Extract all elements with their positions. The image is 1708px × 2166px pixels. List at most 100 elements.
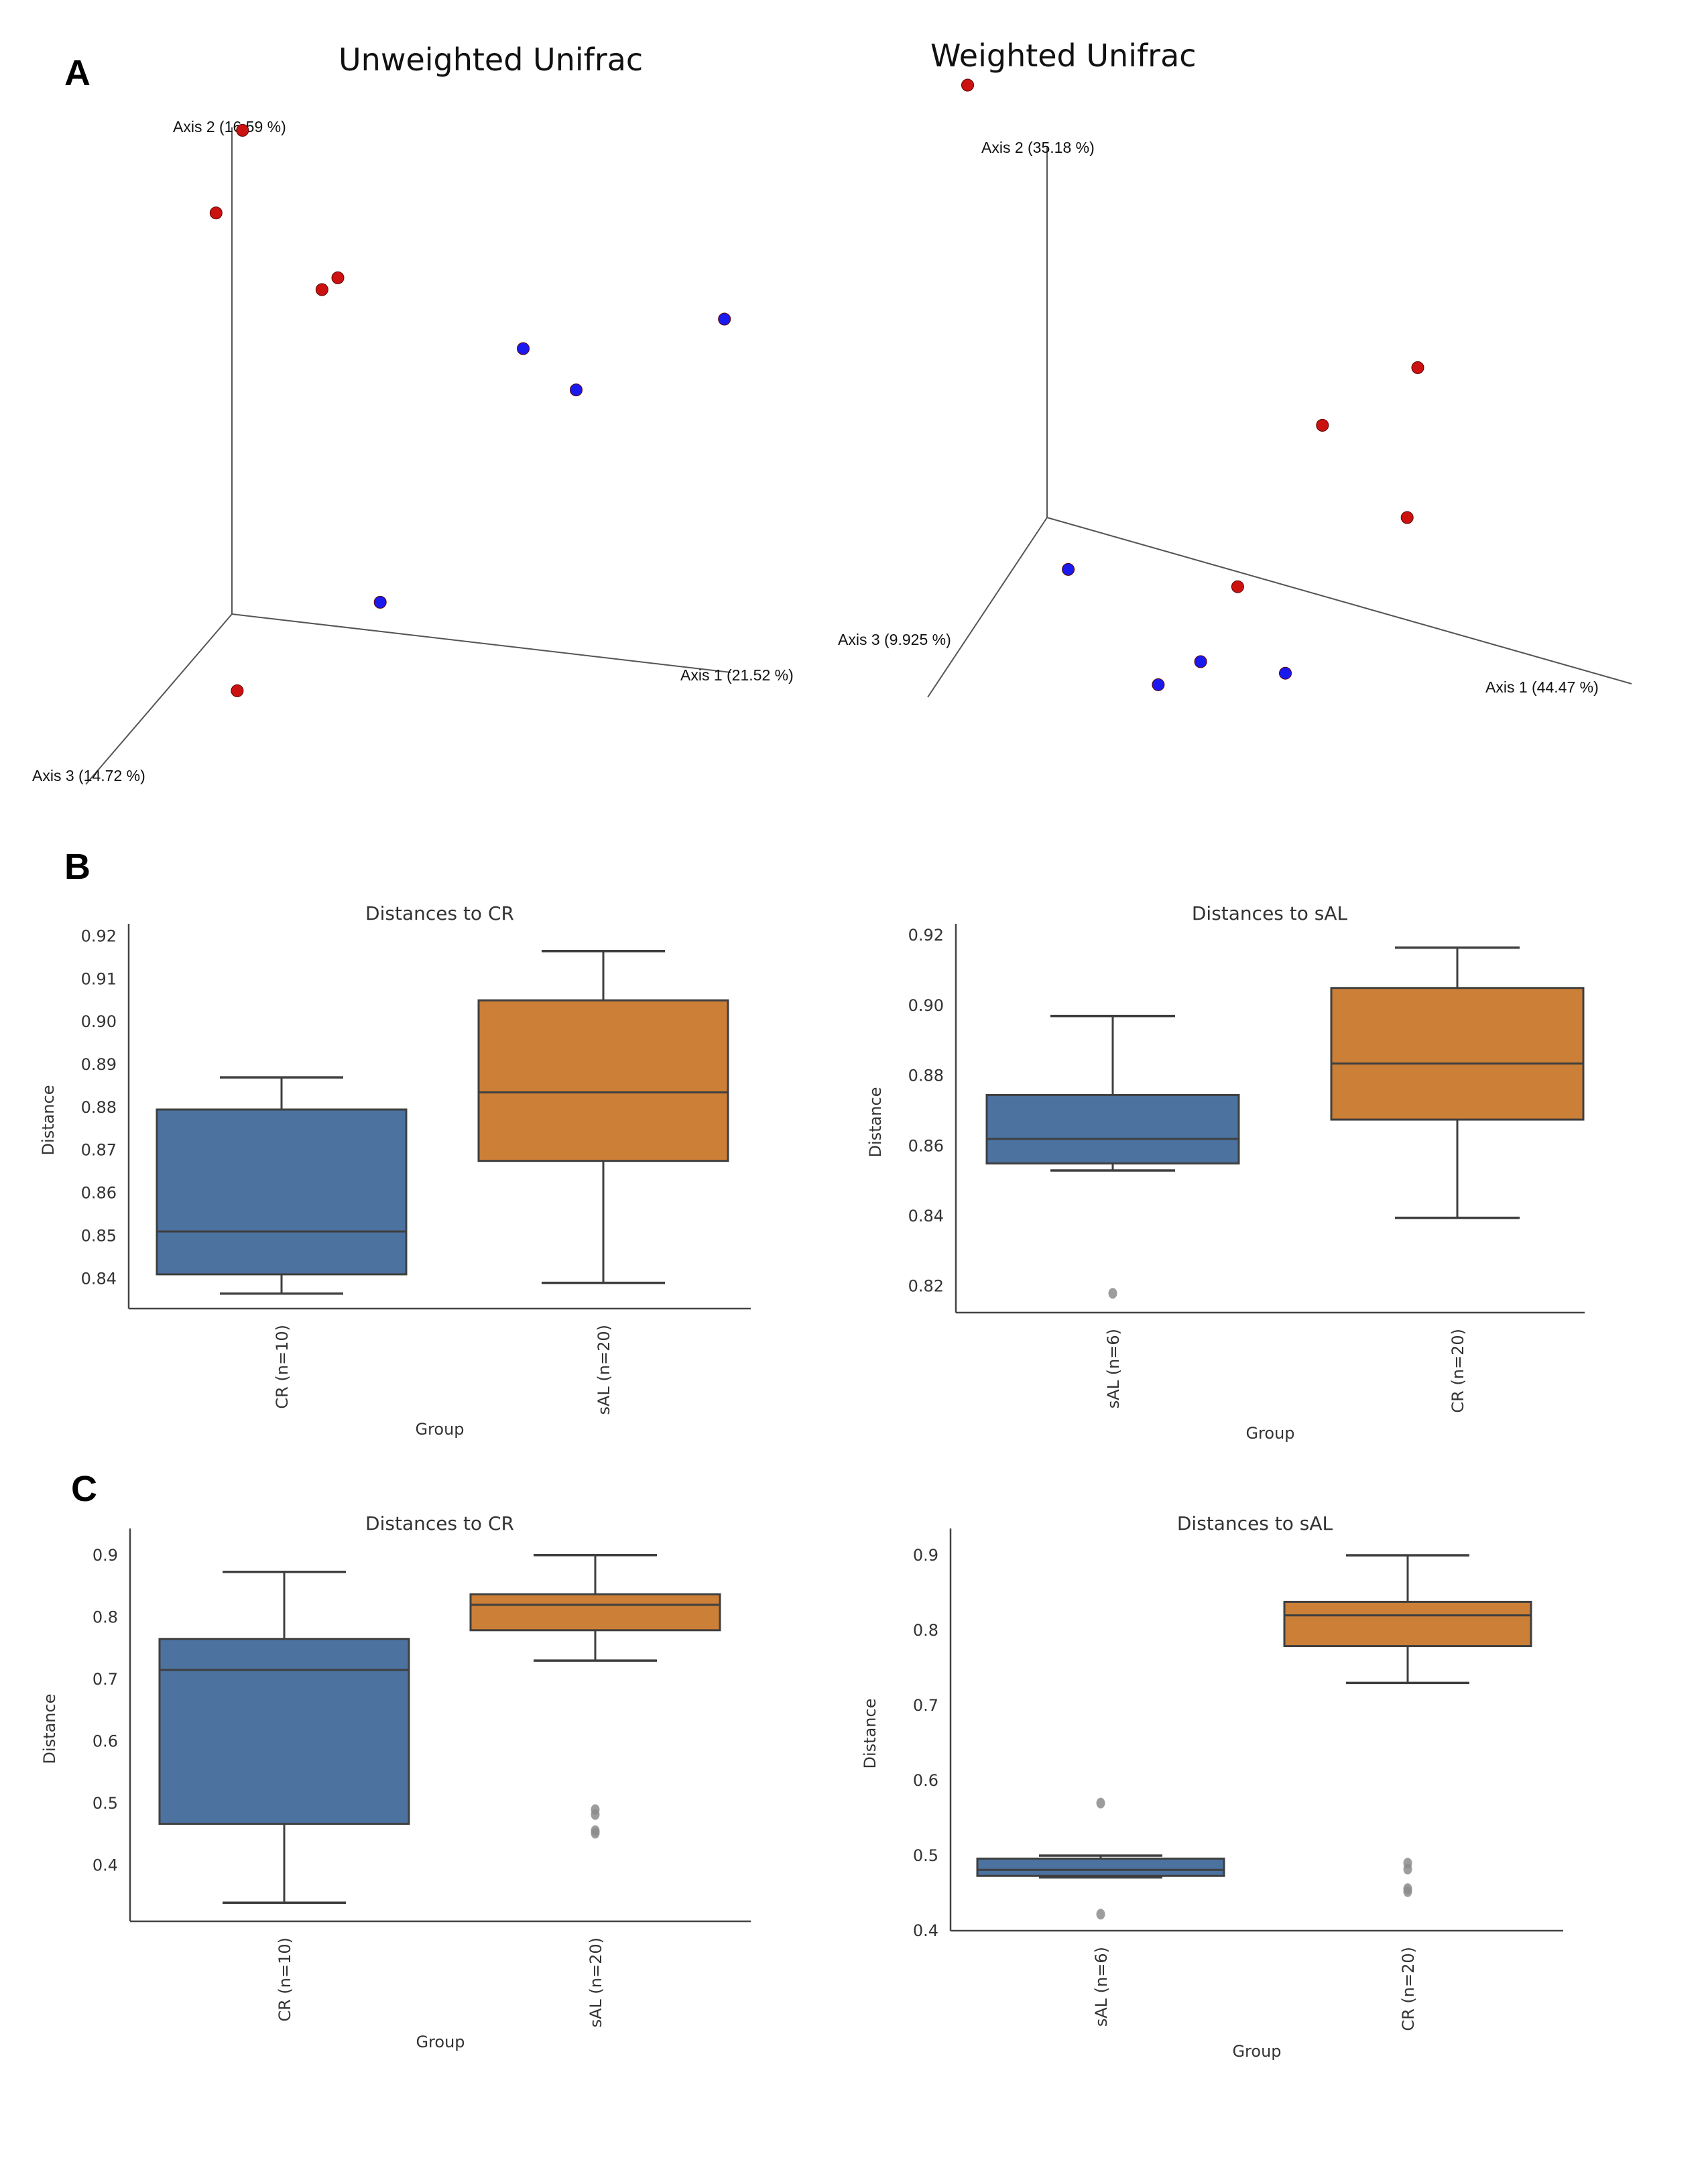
pcoa-unweighted-plot: Axis 1 (21.52 %) Axis 2 (16.59 %) Axis 3 (… — [32, 118, 794, 785]
sample-point-red — [1231, 580, 1244, 593]
y-tick-label: 0.4 — [913, 1921, 938, 1940]
box-iqr — [976, 1857, 1225, 1877]
y-tick-label: 0.87 — [81, 1141, 117, 1160]
sample-point-red — [315, 283, 328, 296]
axis-3-label: Axis 3 (14.72 %) — [32, 767, 145, 784]
sample-point-blue — [1152, 678, 1165, 691]
x-tick-label: CR (n=20) — [1449, 1329, 1467, 1413]
sample-point-blue — [373, 595, 387, 609]
y-axis-label: Distance — [861, 1699, 879, 1769]
boxplot-b-distances-to-sal: Distances to sAL 0.82 0.84 0.86 0.88 0.90 0.92… — [866, 902, 1585, 1443]
y-tick-label: 0.92 — [81, 926, 117, 945]
sample-point-red — [231, 684, 244, 697]
panel-label-a: A — [64, 53, 90, 93]
y-tick-label: 0.84 — [908, 1207, 944, 1225]
panel-label-c: C — [71, 1469, 97, 1509]
y-tick-label: 0.9 — [93, 1546, 118, 1565]
sample-point-red — [331, 271, 345, 284]
box-iqr — [1283, 1600, 1532, 1648]
outlier-point — [1403, 1886, 1412, 1897]
y-tick-label: 0.6 — [93, 1732, 118, 1751]
sample-point-blue — [517, 342, 530, 355]
box-group — [985, 1014, 1240, 1299]
x-tick-label: sAL (n=6) — [1104, 1329, 1123, 1408]
chart-title: Distances to CR — [365, 1512, 514, 1535]
y-tick-label: 0.82 — [908, 1277, 944, 1296]
box-iqr — [477, 999, 729, 1162]
x-axis-label: Group — [415, 1420, 464, 1439]
outlier-point — [591, 1809, 600, 1820]
outlier-point — [591, 1827, 600, 1839]
y-tick-label: 0.90 — [908, 996, 944, 1015]
y-axis-label: Distance — [40, 1694, 59, 1764]
sample-point-red — [236, 123, 249, 137]
x-axis-label: Group — [416, 2033, 465, 2051]
y-tick-label: 0.9 — [913, 1546, 938, 1565]
y-tick-label: 0.84 — [81, 1269, 117, 1288]
box-group — [1330, 946, 1585, 1219]
y-tick-label: 0.8 — [93, 1608, 118, 1626]
axis-3-line — [85, 613, 233, 785]
x-axis-label: Group — [1232, 2042, 1281, 2061]
sample-point-red — [1400, 511, 1414, 524]
y-tick-label: 0.88 — [81, 1098, 117, 1117]
y-tick-label: 0.6 — [913, 1771, 938, 1790]
x-tick-label: sAL (n=20) — [595, 1325, 613, 1415]
y-tick-label: 0.90 — [81, 1012, 117, 1031]
x-tick-label: sAL (n=20) — [587, 1937, 605, 2028]
axis-1-label: Axis 1 (21.52 %) — [680, 666, 794, 684]
boxplot-c-distances-to-cr: Distances to CR 0.4 0.5 0.6 0.7 0.8 0.9 Distanc… — [40, 1512, 751, 2051]
panel-label-b: B — [64, 847, 90, 887]
axis-1-label: Axis 1 (44.47 %) — [1485, 678, 1599, 696]
box-iqr — [158, 1638, 410, 1825]
y-tick-label: 0.92 — [908, 926, 944, 945]
sample-point-red — [1411, 361, 1424, 374]
box-group — [469, 1554, 721, 1839]
chart-title: Distances to CR — [365, 902, 514, 924]
box-group — [158, 1571, 410, 1904]
x-tick-label: CR (n=10) — [273, 1325, 292, 1409]
y-tick-label: 0.91 — [81, 969, 117, 988]
y-tick-label: 0.88 — [908, 1067, 944, 1085]
y-tick-label: 0.86 — [908, 1136, 944, 1155]
y-tick-label: 0.7 — [93, 1670, 118, 1689]
chart-title: Distances to sAL — [1192, 902, 1348, 924]
y-tick-label: 0.5 — [913, 1846, 938, 1865]
axis-1-line — [231, 613, 731, 673]
box-iqr — [469, 1593, 721, 1632]
y-tick-label: 0.4 — [93, 1856, 118, 1875]
box-iqr — [1330, 987, 1585, 1121]
y-tick-label: 0.89 — [81, 1055, 117, 1074]
sample-point-blue — [570, 383, 583, 397]
x-tick-label: CR (n=20) — [1399, 1947, 1418, 2031]
axis-3-line — [927, 517, 1048, 698]
sample-point-red — [961, 78, 974, 92]
box-group — [156, 1076, 408, 1295]
y-tick-label: 0.7 — [913, 1696, 938, 1715]
boxplot-c-distances-to-sal: Distances to sAL 0.4 0.5 0.6 0.7 0.8 0.9 Distan… — [861, 1512, 1563, 2061]
sample-point-blue — [1279, 666, 1292, 680]
boxplot-b-distances-to-cr: Distances to CR 0.84 0.85 0.86 0.87 0.88 0.89 0… — [39, 902, 751, 1439]
unweighted-unifrac-title: Unweighted Unifrac — [339, 42, 644, 78]
sample-point-red — [209, 206, 223, 220]
outlier-point — [1096, 1909, 1105, 1920]
box-group — [1283, 1554, 1532, 1897]
x-tick-label: sAL (n=6) — [1092, 1947, 1111, 2027]
sample-point-blue — [1194, 655, 1207, 668]
box-iqr — [985, 1093, 1240, 1165]
axis-3-label: Axis 3 (9.925 %) — [838, 631, 951, 648]
axis-1-line — [1046, 517, 1632, 684]
y-axis-label: Distance — [866, 1087, 885, 1158]
y-tick-label: 0.5 — [93, 1794, 118, 1813]
box-iqr — [156, 1108, 408, 1276]
box-group — [477, 949, 729, 1284]
outlier-point — [1108, 1288, 1117, 1299]
outlier-point — [1403, 1864, 1412, 1875]
outlier-point — [1096, 1797, 1105, 1809]
y-tick-label: 0.8 — [913, 1621, 938, 1640]
chart-title: Distances to sAL — [1177, 1512, 1333, 1535]
x-tick-label: CR (n=10) — [276, 1937, 294, 2022]
weighted-unifrac-title: Weighted Unifrac — [930, 38, 1197, 74]
y-axis-label: Distance — [39, 1085, 58, 1156]
axis-2-label: Axis 2 (16.59 %) — [173, 118, 286, 135]
